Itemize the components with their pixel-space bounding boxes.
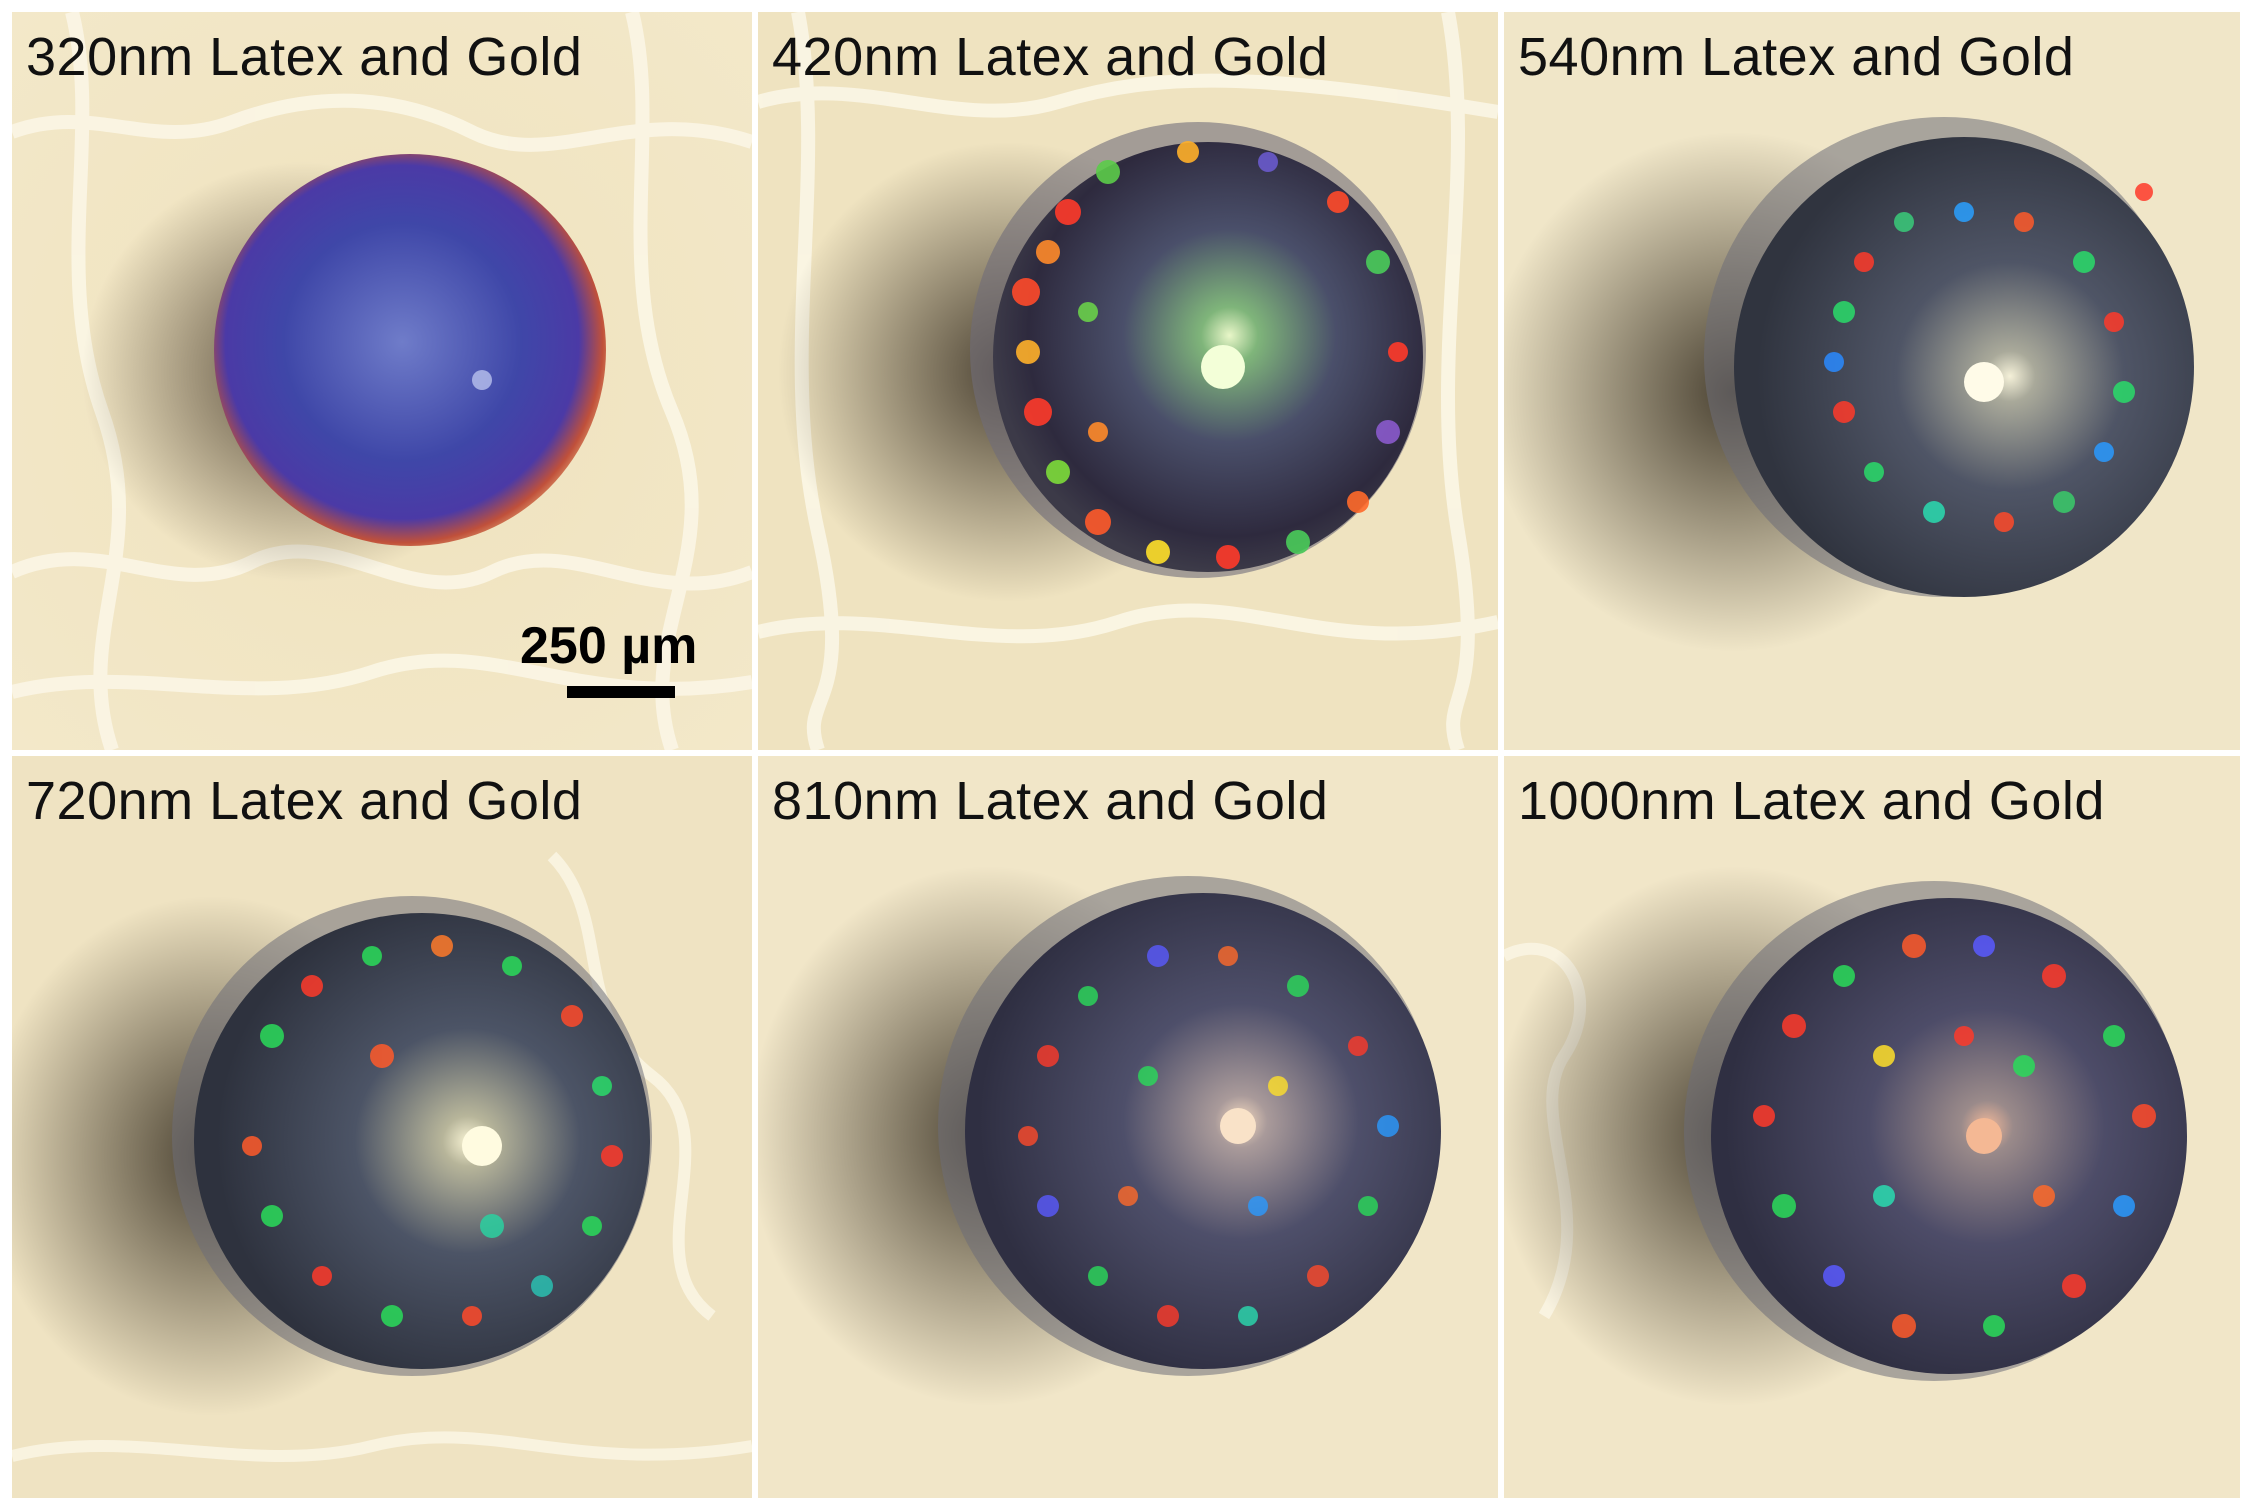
sphere-image-720nm [12, 756, 752, 1498]
panel-1000nm: 1000nm Latex and Gold [1504, 756, 2240, 1498]
panel-720nm: 720nm Latex and Gold [12, 756, 752, 1498]
sphere-image-1000nm [1504, 756, 2240, 1498]
panel-label: 320nm Latex and Gold [26, 27, 583, 87]
panel-420nm: 420nm Latex and Gold [758, 12, 1498, 750]
sphere-image-420nm [758, 12, 1498, 750]
scale-bar-label: 250 µm [520, 617, 698, 675]
panel-label: 810nm Latex and Gold [772, 771, 1329, 831]
sphere-image-810nm [758, 756, 1498, 1498]
panel-label: 720nm Latex and Gold [26, 771, 583, 831]
panel-540nm: 540nm Latex and Gold [1504, 12, 2240, 750]
panel-label: 540nm Latex and Gold [1518, 27, 2075, 87]
sphere-image-320nm [12, 12, 752, 750]
panel-810nm: 810nm Latex and Gold [758, 756, 1498, 1498]
panel-320nm: 320nm Latex and Gold 250 µm [12, 12, 752, 750]
scale-bar: 250 µm [510, 616, 730, 716]
panel-label: 420nm Latex and Gold [772, 27, 1329, 87]
sphere-image-540nm [1504, 12, 2240, 750]
scale-bar-line [567, 686, 675, 698]
panel-label: 1000nm Latex and Gold [1518, 771, 2105, 831]
